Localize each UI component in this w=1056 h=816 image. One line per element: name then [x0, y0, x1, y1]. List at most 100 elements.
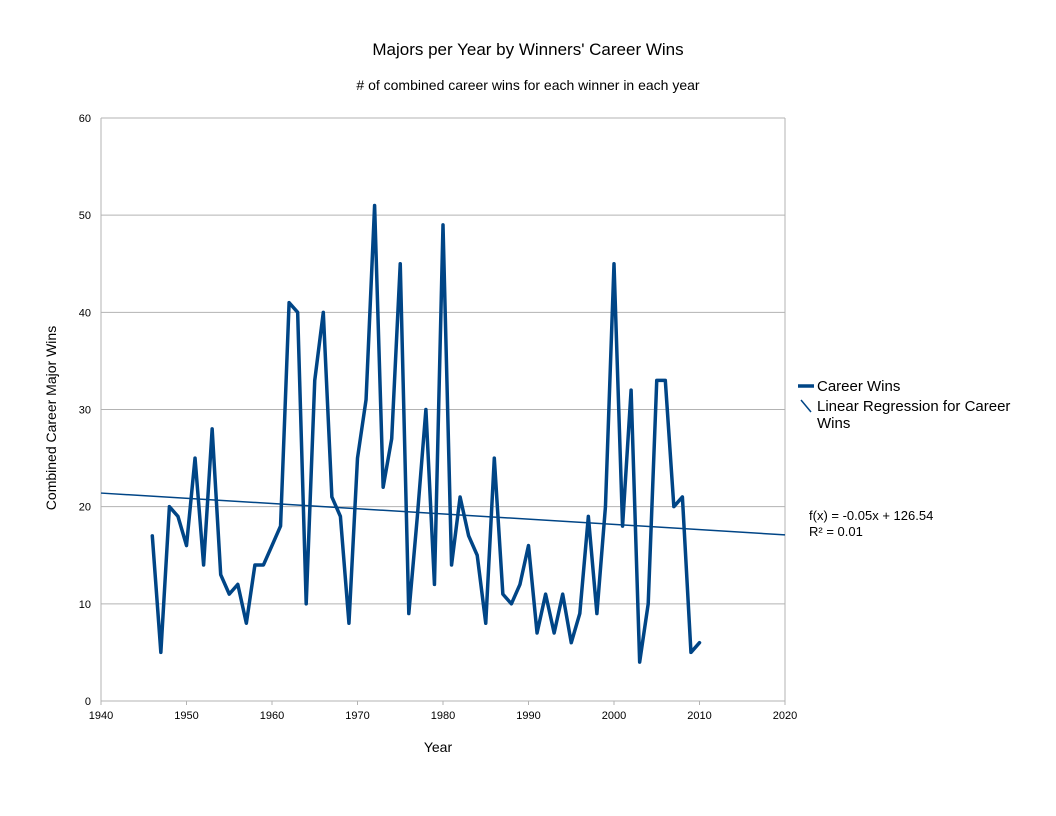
- data-point-2005: [655, 379, 658, 382]
- data-point-1952: [202, 563, 205, 567]
- x-tick-label-1950: 1950: [174, 710, 198, 722]
- data-point-1957: [245, 622, 248, 625]
- legend-label-regression: Linear Regression for Career Wins: [817, 398, 1015, 432]
- x-tick-label-1960: 1960: [260, 710, 284, 722]
- data-point-1959: [262, 563, 265, 567]
- regression-equation: f(x) = -0.05x + 126.54: [809, 508, 933, 523]
- data-point-1988: [510, 602, 513, 606]
- data-point-2003: [638, 660, 641, 664]
- data-point-1993: [552, 631, 556, 635]
- data-point-1976: [407, 612, 410, 615]
- data-point-1965: [313, 379, 316, 382]
- data-point-1991: [535, 631, 539, 635]
- data-point-1972: [373, 204, 376, 207]
- data-point-1978: [424, 408, 428, 411]
- data-point-1951: [193, 456, 197, 460]
- data-point-1996: [578, 612, 581, 615]
- y-tick-label-20: 20: [79, 502, 91, 514]
- data-point-1999: [604, 505, 607, 508]
- chart-subtitle: # of combined career wins for each winne…: [356, 77, 700, 93]
- chart-title: Majors per Year by Winners' Career Wins: [372, 40, 683, 59]
- data-point-2002: [629, 388, 633, 392]
- data-point-2006: [664, 379, 667, 382]
- data-point-1985: [484, 622, 487, 625]
- data-point-1968: [339, 515, 342, 518]
- x-tick-label-2000: 2000: [602, 710, 626, 722]
- x-tick-label-2010: 2010: [687, 710, 711, 722]
- data-point-1960: [270, 544, 274, 547]
- data-point-1998: [595, 612, 599, 615]
- data-point-1983: [467, 534, 470, 538]
- data-point-1984: [476, 554, 479, 557]
- y-tick-label-0: 0: [85, 696, 91, 708]
- data-point-1995: [570, 641, 573, 644]
- data-point-1967: [330, 495, 334, 499]
- regression-r-squared: R² = 0.01: [809, 524, 863, 539]
- data-point-1986: [493, 456, 496, 460]
- grid: [100, 117, 786, 702]
- data-point-1980: [441, 223, 445, 227]
- data-point-1974: [390, 437, 393, 440]
- data-point-1979: [433, 583, 436, 586]
- data-point-1982: [458, 495, 462, 499]
- data-point-1961: [279, 524, 282, 528]
- data-point-1992: [544, 592, 547, 596]
- data-point-1955: [228, 592, 231, 596]
- data-point-1969: [347, 622, 351, 625]
- data-point-1947: [159, 651, 163, 654]
- y-tick-label-50: 50: [79, 210, 91, 222]
- regression-line: [100, 492, 786, 536]
- x-tick-label-1980: 1980: [431, 710, 455, 722]
- data-points: [151, 204, 701, 664]
- data-point-1962: [287, 301, 291, 304]
- legend-label-career-wins: Career Wins: [817, 378, 900, 395]
- data-point-2000: [612, 262, 616, 265]
- data-point-1946: [151, 534, 154, 538]
- legend-label-regression-line1: Linear Regression for Career: [817, 398, 1010, 415]
- data-point-1966: [322, 311, 325, 314]
- x-tick-label-1970: 1970: [345, 710, 369, 722]
- data-point-1990: [527, 544, 530, 547]
- legend: Career Wins Linear Regression for Career…: [798, 378, 1015, 432]
- data-point-1987: [501, 592, 505, 596]
- data-point-1949: [176, 515, 180, 518]
- legend-label-regression-line2: Wins: [817, 415, 850, 432]
- data-point-1977: [416, 515, 419, 518]
- x-axis-label: Year: [424, 739, 453, 755]
- data-point-1981: [450, 563, 453, 567]
- data-point-2008: [681, 495, 684, 499]
- series-line-career-wins: [150, 203, 702, 664]
- data-point-2010: [698, 641, 701, 644]
- legend-swatch-regression: [800, 399, 812, 413]
- data-point-1950: [185, 544, 188, 547]
- y-tick-label-10: 10: [79, 599, 91, 611]
- data-point-1971: [364, 398, 368, 401]
- data-point-2007: [672, 505, 676, 508]
- data-point-1948: [168, 505, 171, 508]
- data-point-2001: [621, 524, 624, 528]
- data-point-1997: [587, 515, 590, 518]
- data-point-2004: [647, 602, 650, 606]
- x-tick-label-1940: 1940: [89, 710, 113, 722]
- data-point-1958: [253, 563, 257, 567]
- y-tick-label-40: 40: [79, 307, 91, 319]
- data-point-1954: [219, 573, 222, 576]
- x-axis-ticks: 1940 1950 1960 1970 1980 1990 2000 2010 2020: [89, 701, 797, 722]
- data-point-1989: [518, 583, 522, 586]
- data-point-1973: [381, 486, 385, 489]
- y-tick-label-60: 60: [79, 113, 91, 125]
- data-point-1994: [561, 592, 564, 596]
- data-point-1963: [296, 311, 299, 314]
- y-axis-label: Combined Career Major Wins: [43, 326, 59, 510]
- data-point-1964: [305, 602, 308, 606]
- data-point-1956: [236, 583, 239, 586]
- data-point-1953: [210, 427, 214, 431]
- data-point-2009: [689, 651, 693, 654]
- y-axis-ticks: 0 10 20 30 40 50 60: [79, 113, 91, 708]
- x-tick-label-2020: 2020: [773, 710, 797, 722]
- x-tick-label-1990: 1990: [516, 710, 540, 722]
- y-tick-label-30: 30: [79, 405, 91, 417]
- data-point-1970: [356, 456, 359, 460]
- data-point-1975: [399, 262, 402, 265]
